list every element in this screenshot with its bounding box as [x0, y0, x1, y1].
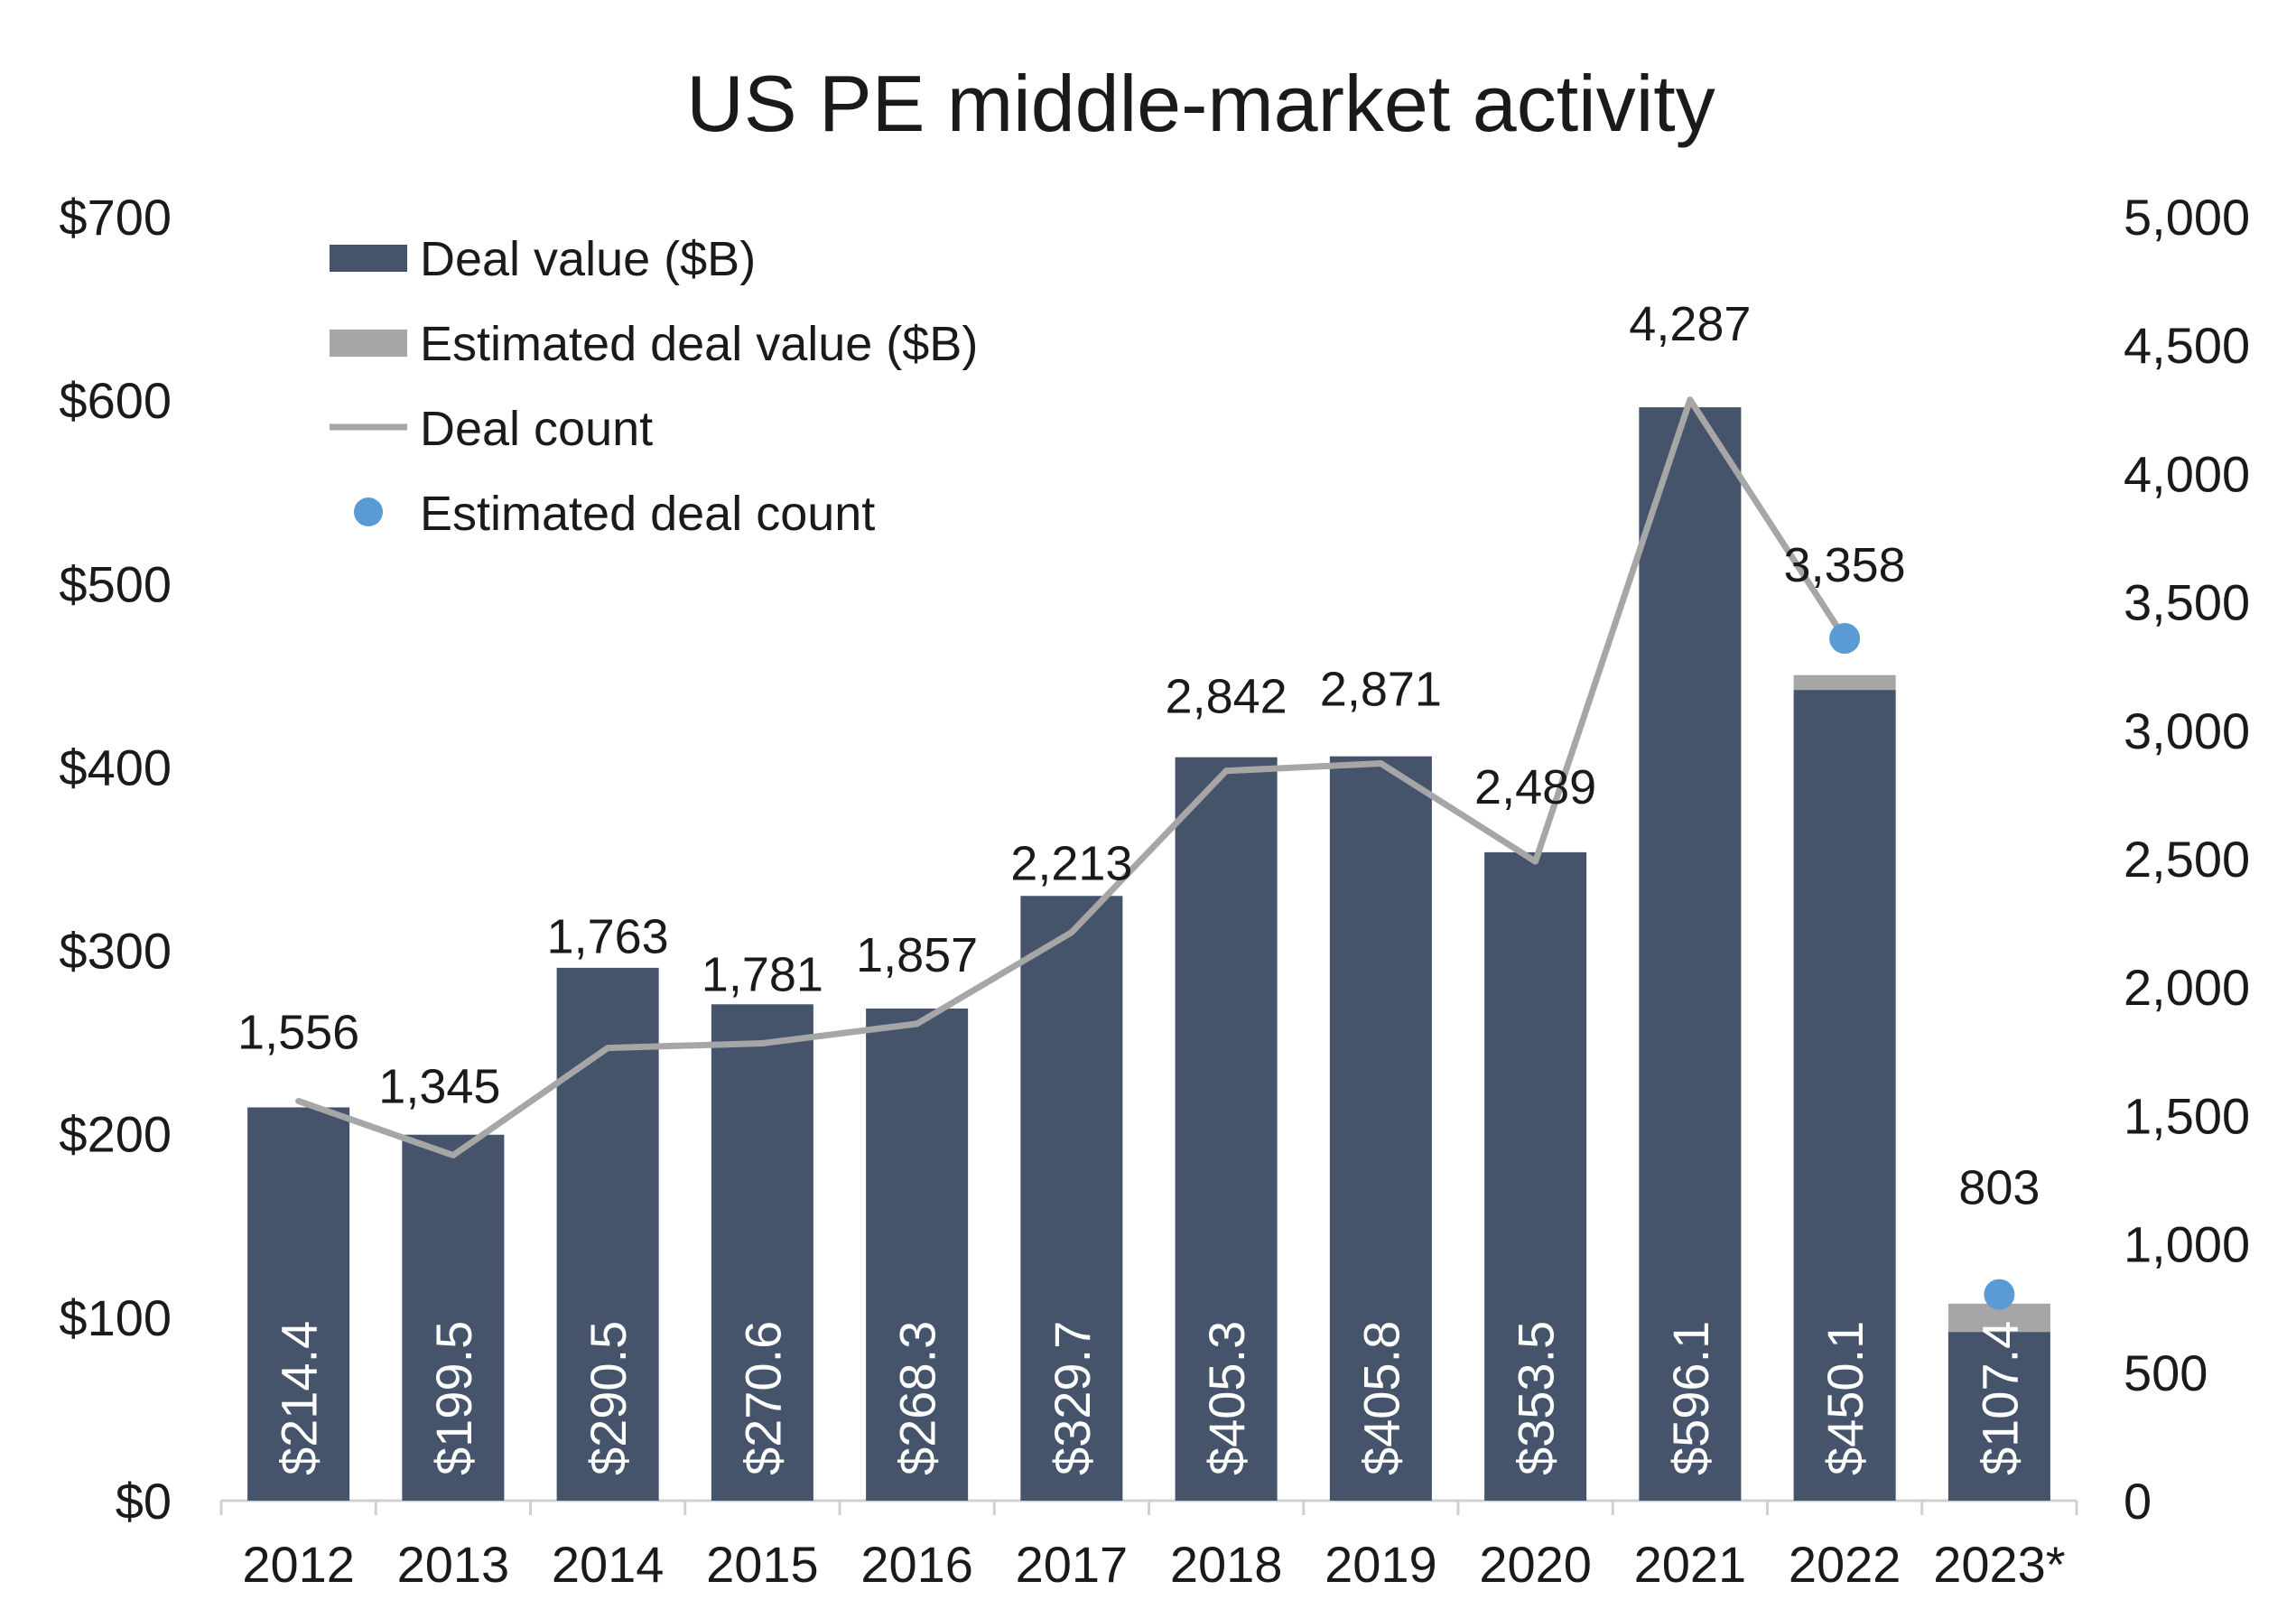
deal-count-label: 2,871: [1320, 662, 1442, 716]
deal-value-bar: [402, 1134, 505, 1501]
bar-value-label: $329.7: [1044, 1321, 1101, 1475]
line-series: [295, 396, 1848, 1158]
x-axis-tick-label: 2013: [397, 1536, 510, 1593]
estimated-deal-count-dot: [1984, 1279, 2015, 1310]
right-axis-tick-label: 2,500: [2124, 831, 2250, 888]
x-axis-tick-label: 2020: [1479, 1536, 1592, 1593]
x-axis-tick-label: 2023*: [1933, 1536, 2065, 1593]
left-axis-tick-label: $600: [59, 372, 172, 429]
bar-value-label: $214.4: [271, 1321, 328, 1475]
x-axis-tick-label: 2016: [860, 1536, 973, 1593]
deal-count-label: 1,857: [856, 928, 978, 982]
right-axis-tick-label: 500: [2124, 1344, 2208, 1401]
left-axis-tick-label: $500: [59, 555, 172, 612]
deal-count-connector: [1687, 396, 1848, 642]
right-axis-tick-label: 4,500: [2124, 317, 2250, 374]
left-axis-tick-label: $0: [116, 1473, 172, 1530]
deal-value-bar: [556, 967, 659, 1501]
deal-count-label: 2,213: [1010, 837, 1132, 891]
bar-value-label: $405.3: [1198, 1321, 1255, 1475]
right-axis-tick-label: 1,500: [2124, 1087, 2250, 1144]
deal-count-label: 1,763: [547, 910, 669, 964]
right-axis-tick-label: 1,000: [2124, 1216, 2250, 1273]
legend-label: Deal count: [420, 402, 653, 456]
legend-label: Estimated deal value ($B): [420, 317, 978, 371]
deal-count-label: 2,842: [1166, 670, 1287, 724]
bar-series: $214.4 $199.5 $290.5 $270.6 $268.3 $329.7 $405…: [247, 407, 2050, 1501]
chart-title: US PE middle-market activity: [686, 59, 1715, 148]
deal-value-bar: [1484, 851, 1587, 1501]
legend-swatch-deal-value: [330, 245, 407, 272]
legend-label: Deal value ($B): [420, 232, 756, 286]
bar-value-label: $268.3: [889, 1321, 946, 1475]
deal-value-bar: [247, 1107, 350, 1501]
count-labels: 1,556 1,345 1,763 1,781 1,857 2,213 2,842 2,871…: [237, 297, 2040, 1215]
left-axis-tick-label: $700: [59, 189, 172, 246]
left-axis-tick-label: $200: [59, 1106, 172, 1163]
deal-value-bar: [1639, 407, 1742, 1501]
bar-value-label: $596.1: [1662, 1321, 1719, 1475]
right-axis: 0 500 1,000 1,500 2,000 2,500 3,000 3,500 4,000 4…: [2124, 189, 2250, 1530]
right-axis-tick-label: 4,000: [2124, 445, 2250, 502]
x-axis-tick-label: 2017: [1016, 1536, 1129, 1593]
deal-value-bar: [1175, 757, 1278, 1501]
right-axis-tick-label: 0: [2124, 1473, 2152, 1530]
deal-count-label: 1,345: [378, 1059, 500, 1113]
bar-value-label: $107.4: [1971, 1321, 2028, 1475]
legend: Deal value ($B) Estimated deal value ($B)…: [330, 232, 978, 541]
x-axis-tick-label: 2014: [552, 1536, 665, 1593]
bar-value-label: $405.8: [1353, 1321, 1409, 1475]
bar-value-label: $353.5: [1508, 1321, 1565, 1475]
deal-count-label: 803: [1958, 1161, 2040, 1215]
deal-count-line: [295, 396, 1694, 1158]
estimated-deal-count-dot: [1829, 622, 1861, 654]
deal-value-bar: [1020, 896, 1123, 1501]
deal-value-bar: [1793, 690, 1896, 1501]
deal-count-label: 1,556: [237, 1005, 359, 1059]
left-axis: $0 $100 $200 $300 $400 $500 $600 $700: [59, 189, 172, 1530]
x-axis-tick-label: 2015: [706, 1536, 819, 1593]
legend-swatch-estimated-deal-count: [354, 498, 383, 526]
deal-value-bar: [866, 1008, 969, 1501]
x-axis-tick-label: 2022: [1789, 1536, 1901, 1593]
x-axis-tick-label: 2019: [1325, 1536, 1437, 1593]
bar-value-label: $290.5: [580, 1321, 637, 1475]
legend-swatch-estimated-deal-value: [330, 330, 407, 357]
right-axis-tick-label: 3,500: [2124, 574, 2250, 631]
right-axis-tick-label: 3,000: [2124, 702, 2250, 759]
left-axis-tick-label: $400: [59, 739, 172, 795]
x-axis-tick-label: 2012: [242, 1536, 355, 1593]
left-axis-tick-label: $300: [59, 923, 172, 980]
deal-value-bar: [1329, 756, 1432, 1501]
x-axis-tick-label: 2018: [1170, 1536, 1283, 1593]
deal-count-label: 2,489: [1474, 760, 1596, 814]
bar-value-label: $199.5: [425, 1321, 482, 1475]
deal-value-bar: [711, 1004, 813, 1501]
bar-value-label: $270.6: [734, 1321, 791, 1475]
estimated-deal-value-bar: [1793, 674, 1896, 691]
estimate-dots: [1829, 622, 2015, 1310]
x-axis: 2012 2013 2014 2015 2016 2017 2018 2019 2020 2021…: [219, 1499, 2078, 1593]
x-axis-tick-label: 2021: [1634, 1536, 1747, 1593]
deal-value-bar: [1947, 1332, 2050, 1501]
deal-count-label: 1,781: [702, 947, 823, 1001]
legend-label: Estimated deal count: [420, 487, 875, 541]
right-axis-tick-label: 2,000: [2124, 959, 2250, 1016]
deal-count-label: 4,287: [1629, 297, 1751, 351]
deal-count-label: 3,358: [1784, 538, 1906, 592]
left-axis-tick-label: $100: [59, 1289, 172, 1346]
bar-value-label: $450.1: [1817, 1321, 1873, 1475]
right-axis-tick-label: 5,000: [2124, 189, 2250, 246]
